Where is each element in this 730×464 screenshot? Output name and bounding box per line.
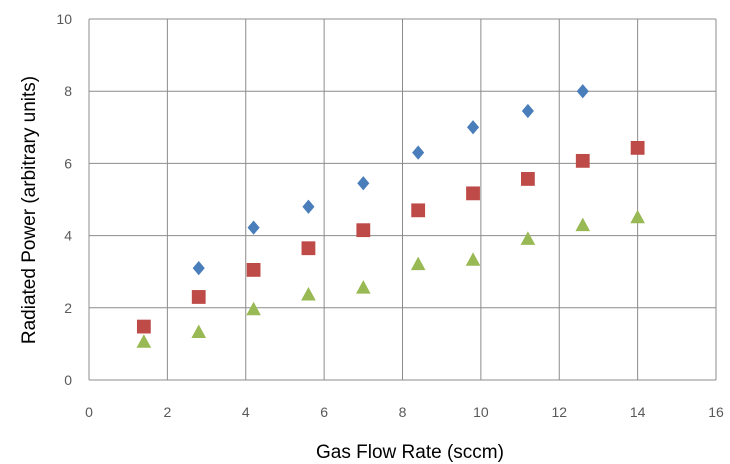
data-point-square — [246, 262, 261, 277]
data-point-square — [301, 241, 316, 256]
data-point-triangle — [630, 209, 645, 224]
x-tick-label: 14 — [630, 404, 646, 420]
data-point-triangle — [191, 324, 207, 338]
x-axis-title: Gas Flow Rate (sccm) — [316, 442, 504, 463]
data-point-square — [191, 290, 206, 304]
x-tick-label: 2 — [163, 404, 171, 420]
data-point-diamond — [412, 145, 425, 160]
data-point-square — [630, 140, 645, 155]
y-tick-label: 6 — [64, 155, 72, 171]
data-point-diamond — [521, 103, 534, 119]
y-tick-label: 10 — [56, 11, 72, 27]
x-tick-label: 4 — [242, 404, 250, 420]
y-tick-label: 4 — [64, 228, 72, 244]
x-tick-label: 8 — [399, 404, 407, 420]
data-point-diamond — [357, 176, 370, 191]
data-point-triangle — [136, 334, 152, 348]
series-triangle — [136, 209, 645, 348]
data-point-triangle — [355, 280, 371, 294]
series-diamond — [192, 84, 589, 276]
data-point-triangle — [520, 231, 536, 245]
data-point-diamond — [576, 84, 589, 99]
x-axis-ticks: 0 2 4 6 8 10 12 14 16 — [85, 404, 724, 420]
data-point-diamond — [247, 220, 260, 235]
data-point-triangle — [410, 256, 426, 271]
data-point-triangle — [575, 217, 591, 232]
y-axis-ticks: 0 2 4 6 8 10 — [56, 11, 72, 388]
y-tick-label: 2 — [64, 300, 72, 316]
x-tick-label: 10 — [473, 404, 489, 420]
data-points — [136, 84, 645, 348]
data-point-diamond — [466, 120, 480, 135]
x-tick-label: 0 — [85, 404, 93, 420]
y-tick-label: 8 — [64, 83, 72, 99]
data-point-square — [136, 319, 151, 334]
x-tick-label: 16 — [708, 404, 724, 420]
data-point-square — [411, 203, 426, 218]
data-point-square — [356, 223, 371, 238]
data-point-triangle — [301, 286, 316, 301]
data-point-triangle — [246, 301, 261, 316]
series-square — [136, 140, 645, 334]
data-point-square — [575, 153, 590, 168]
data-point-triangle — [465, 252, 481, 266]
x-tick-label: 6 — [320, 404, 328, 420]
x-tick-label: 12 — [551, 404, 567, 420]
y-tick-label: 0 — [64, 372, 72, 388]
y-axis-title: Radiated Power (arbitrary units) — [19, 76, 40, 344]
data-point-diamond — [192, 260, 205, 276]
grid — [88, 18, 717, 381]
data-point-square — [521, 172, 535, 186]
data-point-diamond — [302, 199, 315, 214]
data-point-square — [466, 186, 480, 201]
